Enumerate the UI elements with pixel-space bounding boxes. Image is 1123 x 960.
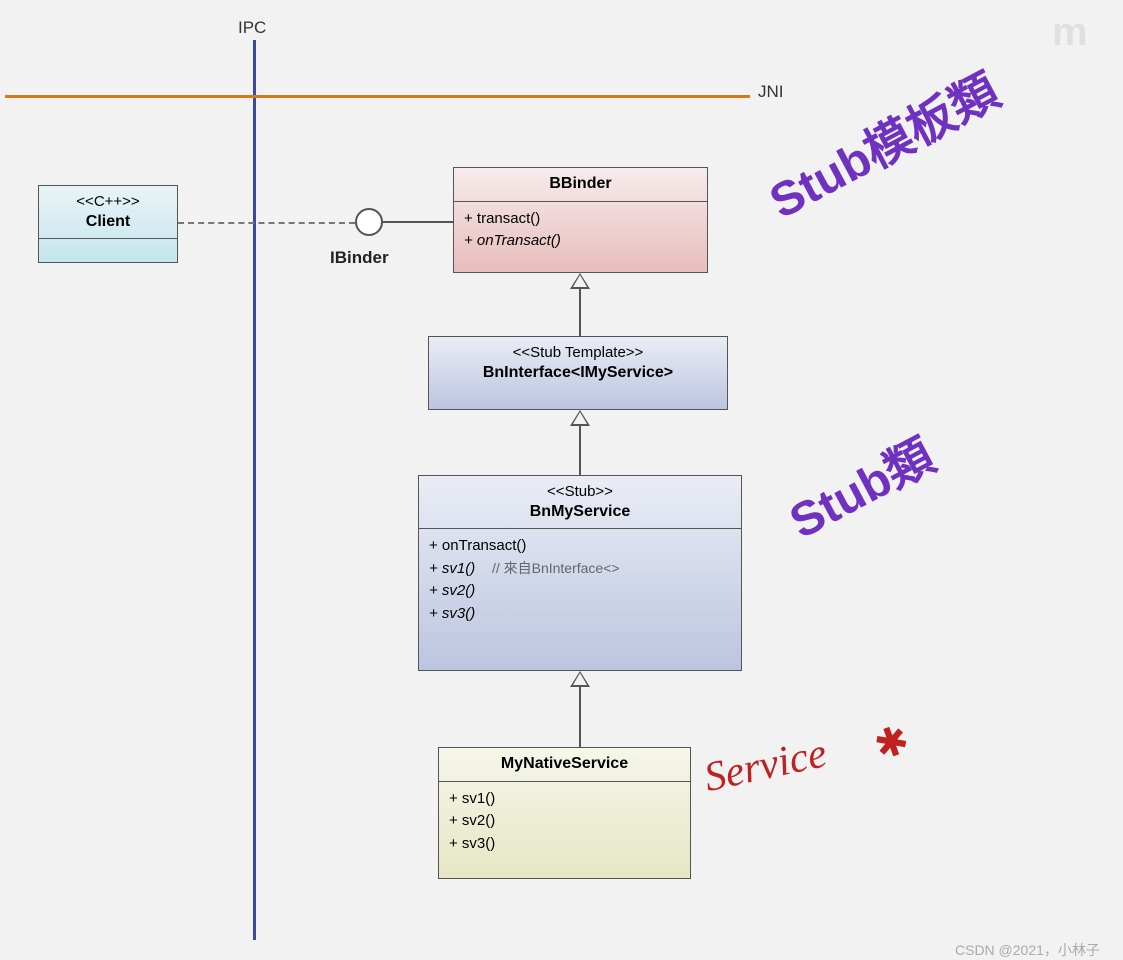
client-header: <<C++>> Client [39,186,177,239]
bbinder-op: + onTransact() [464,230,697,253]
mynative-op: + sv3() [449,833,680,856]
ipc-label: IPC [238,18,266,38]
mynative-op: + sv2() [449,810,680,833]
bninterface-name: BnInterface<IMyService> [433,363,723,384]
client-name: Client [43,212,173,233]
jni-line [5,95,750,98]
stub-class-label: Stub類 [775,417,944,551]
bnmyservice-op: + sv1() // 來自BnInterface<> [429,558,731,581]
bninterface-header: <<Stub Template>> BnInterface<IMyService… [429,337,727,389]
arrow-up-icon [570,671,590,687]
arrow-up-icon [570,410,590,426]
bninterface-stereotype: <<Stub Template>> [433,343,723,363]
bnmyservice-body: + onTransact() + sv1() // 來自BnInterface<… [419,529,741,670]
ibinder-interface-circle [355,208,383,236]
service-handwriting: Service [700,729,831,802]
bninterface-to-bbinder-edge [579,289,581,336]
bnmyservice-header: <<Stub>> BnMyService [419,476,741,529]
jni-label: JNI [758,82,784,102]
bnmyservice-op: + sv3() [429,603,731,626]
client-body [39,239,177,262]
client-class: <<C++>> Client [38,185,178,263]
stub-template-label: Stub模板類 [755,52,1009,231]
ibinder-label: IBinder [330,248,389,268]
bbinder-op: + transact() [464,208,697,231]
bninterface-class: <<Stub Template>> BnInterface<IMyService… [428,336,728,410]
mynative-name: MyNativeService [443,754,686,775]
mynative-header: MyNativeService [439,748,690,782]
bnmyservice-to-bninterface-edge [579,426,581,475]
watermark: m [1052,10,1090,55]
mynative-to-bnmyservice-edge [579,687,581,747]
bbinder-class: BBinder + transact() + onTransact() [453,167,708,273]
bnmyservice-class: <<Stub>> BnMyService + onTransact() + sv… [418,475,742,671]
ipc-line [253,40,256,940]
client-stereotype: <<C++>> [43,192,173,212]
bnmyservice-op: + onTransact() [429,535,731,558]
credit-text: CSDN @2021，小林子 [955,940,1100,960]
bbinder-body: + transact() + onTransact() [454,202,707,272]
ibinder-to-bbinder-edge [383,221,453,223]
mynativeservice-class: MyNativeService + sv1() + sv2() + sv3() [438,747,691,879]
bnmyservice-stereotype: <<Stub>> [423,482,737,502]
bnmyservice-name: BnMyService [423,502,737,523]
mynative-body: + sv1() + sv2() + sv3() [439,782,690,878]
bbinder-name: BBinder [458,174,703,195]
bnmyservice-op: + sv2() [429,580,731,603]
scribble-icon: ✱ [868,716,915,771]
mynative-op: + sv1() [449,788,680,811]
client-to-ibinder-edge [178,222,355,224]
arrow-up-icon [570,273,590,289]
bbinder-header: BBinder [454,168,707,202]
